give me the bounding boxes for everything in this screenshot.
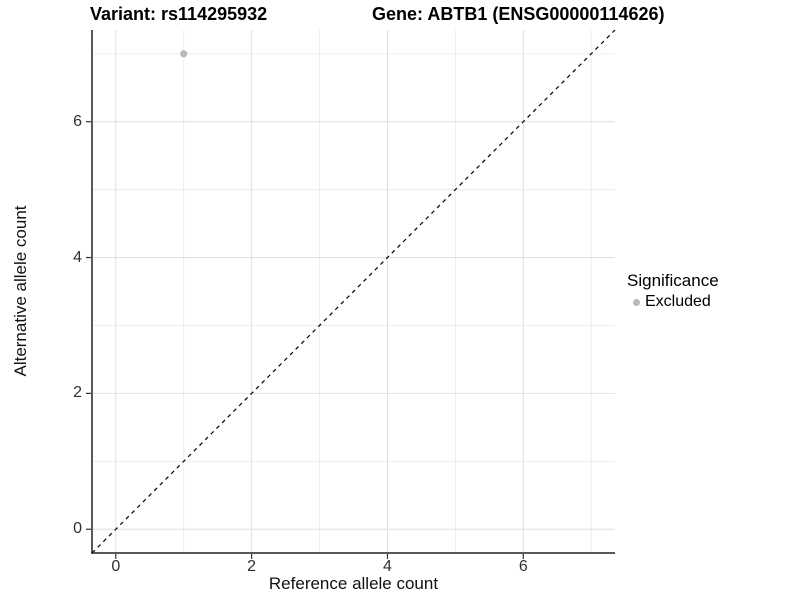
y-tick-label: 0 <box>73 520 82 538</box>
y-tick-label: 6 <box>73 112 82 130</box>
identity-line <box>91 29 616 554</box>
y-tick-label: 2 <box>73 384 82 402</box>
excluded-point-icon <box>633 298 640 306</box>
title-gene: Gene: ABTB1 (ENSG00000114626) <box>372 4 665 24</box>
y-axis-title: Alternative allele count <box>11 205 30 377</box>
legend-title: Significance <box>627 271 719 290</box>
x-tick-label: 2 <box>247 558 257 575</box>
x-tick-label: 4 <box>383 558 392 575</box>
legend-item-excluded: Excluded <box>627 293 719 311</box>
tick-marks <box>86 121 524 559</box>
x-axis-title: Reference allele count <box>268 574 439 593</box>
legend: Significance Excluded <box>627 271 719 311</box>
y-tick-label: 4 <box>73 248 82 266</box>
legend-item-label: Excluded <box>645 293 711 310</box>
title-variant: Variant: rs114295932 <box>90 4 268 24</box>
data-points <box>180 50 188 58</box>
major-gridlines <box>92 30 615 553</box>
minor-gridlines <box>92 30 615 553</box>
data-point <box>180 50 188 58</box>
x-tick-label: 0 <box>111 558 121 575</box>
x-tick-label: 6 <box>518 558 528 575</box>
axis-lines <box>91 30 615 554</box>
